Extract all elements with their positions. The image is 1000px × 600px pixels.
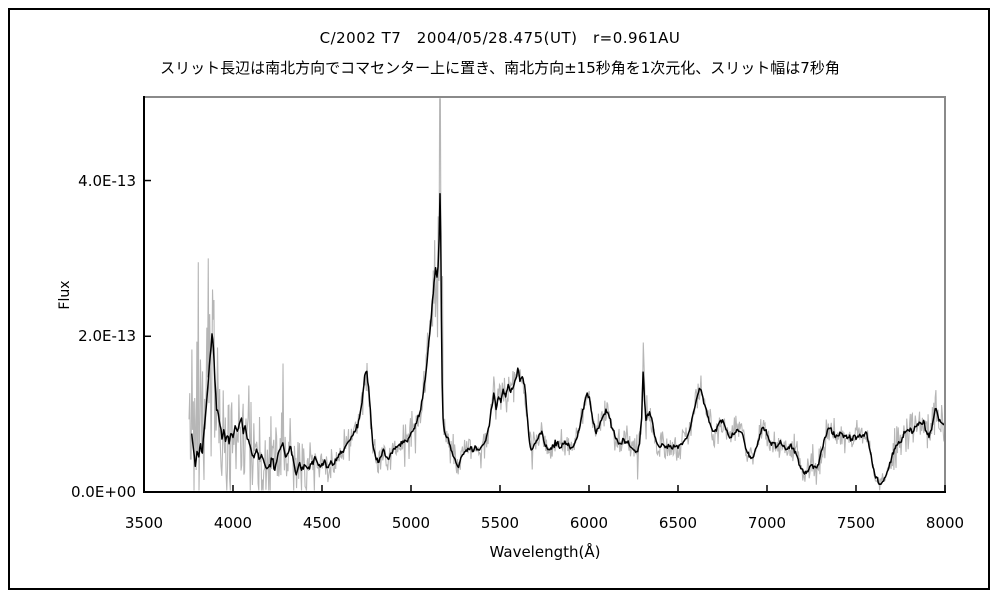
x-tick-label: 5500 bbox=[480, 514, 520, 532]
chart-subtitle: スリット長辺は南北方向でコマセンター上に置き、南北方向±15秒角を1次元化、スリ… bbox=[160, 59, 840, 77]
y-axis-title: Flux bbox=[57, 280, 73, 310]
x-tick-label: 5000 bbox=[391, 514, 431, 532]
chart-title: C/2002 T7 2004/05/28.475(UT) r=0.961AU bbox=[319, 29, 681, 47]
x-tick-label: 3500 bbox=[124, 514, 164, 532]
image-border bbox=[8, 8, 990, 590]
x-tick-label: 8000 bbox=[925, 514, 965, 532]
y-tick-label: 4.0E-13 bbox=[78, 171, 136, 190]
x-tick-label: 6000 bbox=[569, 514, 609, 532]
x-tick-label: 7500 bbox=[836, 514, 876, 532]
smoothed-spectrum-line bbox=[190, 193, 944, 486]
x-axis-title: Wavelength(Å) bbox=[489, 543, 601, 561]
y-tick-label: 2.0E-13 bbox=[78, 327, 136, 346]
x-tick-label: 4000 bbox=[213, 514, 253, 532]
spectrum-plot bbox=[143, 96, 946, 493]
x-tick-label: 6500 bbox=[658, 514, 698, 532]
x-tick-label: 7000 bbox=[747, 514, 787, 532]
x-tick-label: 4500 bbox=[302, 514, 342, 532]
y-tick-label: 0.0E+00 bbox=[71, 483, 136, 501]
